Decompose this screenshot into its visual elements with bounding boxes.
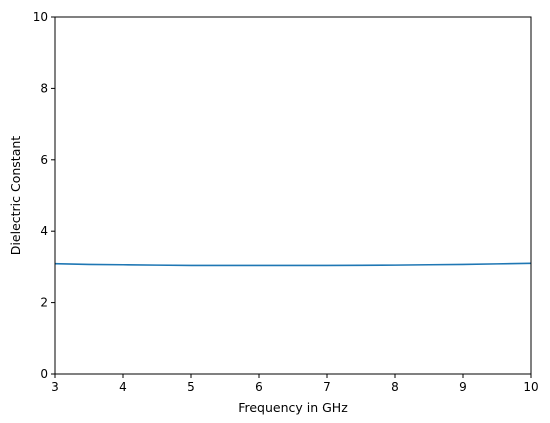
y-tick-label: 6: [40, 153, 48, 167]
y-axis-title: Dielectric Constant: [8, 136, 23, 255]
x-tick-label: 4: [119, 380, 127, 394]
series-layer: [54, 262, 532, 267]
x-axis-title: Frequency in GHz: [238, 400, 348, 415]
y-tick-label: 4: [40, 224, 48, 238]
x-tick-label: 3: [51, 380, 59, 394]
y-tick-label: 10: [33, 10, 48, 24]
x-tick-label: 5: [187, 380, 195, 394]
y-tick-label: 8: [40, 81, 48, 95]
x-axis-ticks: 3 4 5 6 7 8 9 10: [51, 374, 539, 394]
y-axis-ticks: 0 2 4 6 8 10: [33, 10, 55, 381]
y-tick-label: 0: [40, 367, 48, 381]
x-tick-label: 6: [255, 380, 263, 394]
x-tick-label: 8: [391, 380, 399, 394]
series-line: [54, 262, 532, 267]
plot-background: [55, 17, 531, 374]
x-tick-label: 9: [459, 380, 467, 394]
plot-frame: [54, 16, 532, 375]
y-tick-label: 2: [40, 296, 48, 310]
x-tick-label: 7: [323, 380, 331, 394]
x-tick-label: 10: [523, 380, 538, 394]
